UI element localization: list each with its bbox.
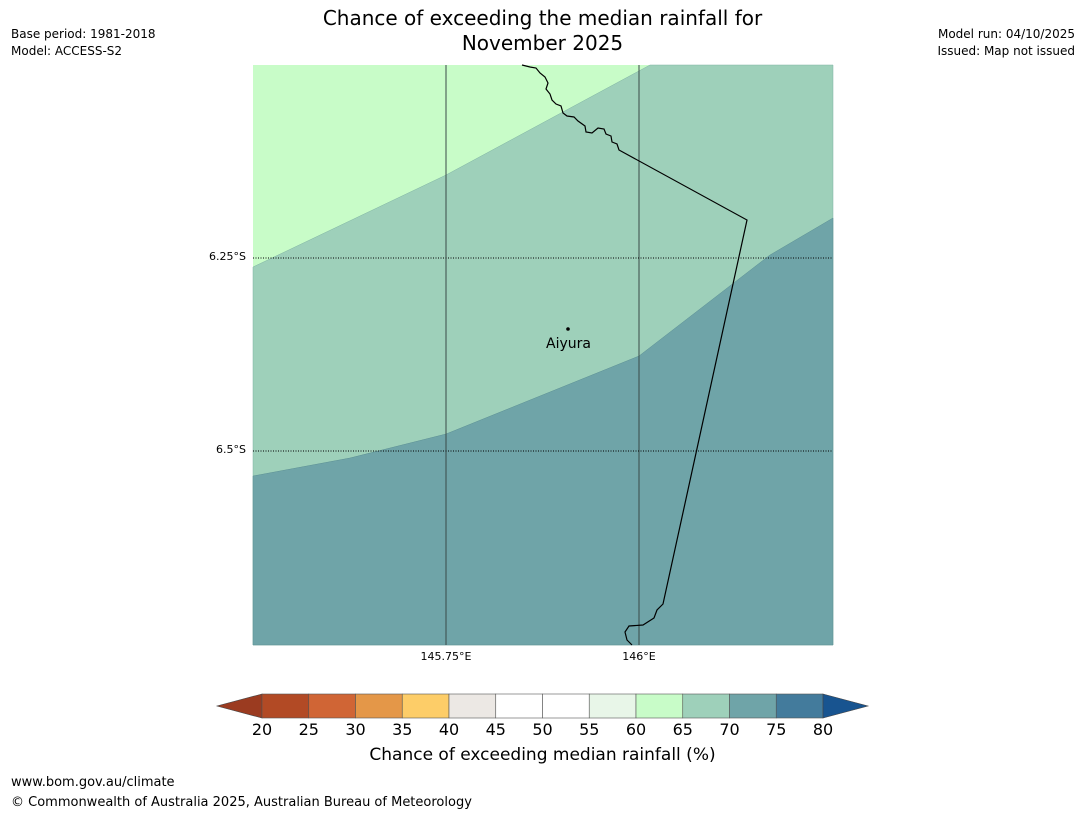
colorbar-tick-label: 20 xyxy=(251,720,273,739)
colorbar-cell xyxy=(261,693,310,719)
colorbar-tick-label: 50 xyxy=(532,720,553,739)
lat-label-6-5: 6.5°S xyxy=(216,443,246,456)
colorbar-cell xyxy=(682,693,730,719)
colorbar-cell xyxy=(308,693,356,719)
colorbar-cell xyxy=(542,693,590,719)
colorbar-tick-label: 35 xyxy=(392,720,413,739)
title-line-2: November 2025 xyxy=(461,31,624,55)
colorbar-tick-label: 40 xyxy=(438,720,460,739)
footer-copyright: © Commonwealth of Australia 2025, Austra… xyxy=(11,795,472,810)
colorbar-tick-label: 55 xyxy=(579,720,600,739)
map-title: Chance of exceeding the median rainfall … xyxy=(240,6,845,56)
colorbar-cells xyxy=(261,693,824,719)
meta-right: Model run: 04/10/2025 Issued: Map not is… xyxy=(937,26,1075,60)
colorbar-tick-label: 25 xyxy=(298,720,319,739)
map-panel xyxy=(252,64,834,646)
colorbar xyxy=(215,693,870,719)
colorbar-tick-label: 30 xyxy=(345,720,366,739)
lon-label-145-75: 145.75°E xyxy=(420,650,472,663)
colorbar-cell xyxy=(588,693,637,719)
colorbar-tick-label: 80 xyxy=(812,720,834,739)
lat-label-6-25: 6.25°S xyxy=(209,250,246,263)
model-run: Model run: 04/10/2025 xyxy=(937,27,1075,41)
colorbar-cell xyxy=(635,693,684,719)
aiyura-marker xyxy=(566,327,570,331)
colorbar-cell xyxy=(401,693,450,719)
colorbar-tick-label: 70 xyxy=(719,720,740,739)
colorbar-under-arrow xyxy=(215,693,263,719)
colorbar-cell xyxy=(495,693,543,719)
border-line xyxy=(521,64,748,646)
colorbar-cell xyxy=(729,693,777,719)
colorbar-tick-label: 60 xyxy=(625,720,647,739)
base-period: Base period: 1981-2018 xyxy=(11,27,156,41)
colorbar-over-arrow xyxy=(822,693,870,719)
colorbar-label: Chance of exceeding median rainfall (%) xyxy=(369,745,716,765)
footer-url: www.bom.gov.au/climate xyxy=(11,775,175,790)
colorbar-cell xyxy=(355,693,403,719)
title-line-1: Chance of exceeding the median rainfall … xyxy=(322,6,763,30)
meta-left: Base period: 1981-2018 Model: ACCESS-S2 xyxy=(11,26,156,60)
place-label-aiyura: Aiyura xyxy=(546,336,591,352)
issued-status: Issued: Map not issued xyxy=(937,44,1075,58)
lon-label-146: 146°E xyxy=(622,650,656,663)
colorbar-tick-label: 45 xyxy=(485,720,506,739)
model-name: Model: ACCESS-S2 xyxy=(11,44,123,58)
colorbar-tick-label: 75 xyxy=(766,720,787,739)
colorbar-tick-label: 65 xyxy=(672,720,693,739)
colorbar-cell xyxy=(775,693,824,719)
band-70-75 xyxy=(252,217,834,646)
colorbar-cell xyxy=(448,693,497,719)
